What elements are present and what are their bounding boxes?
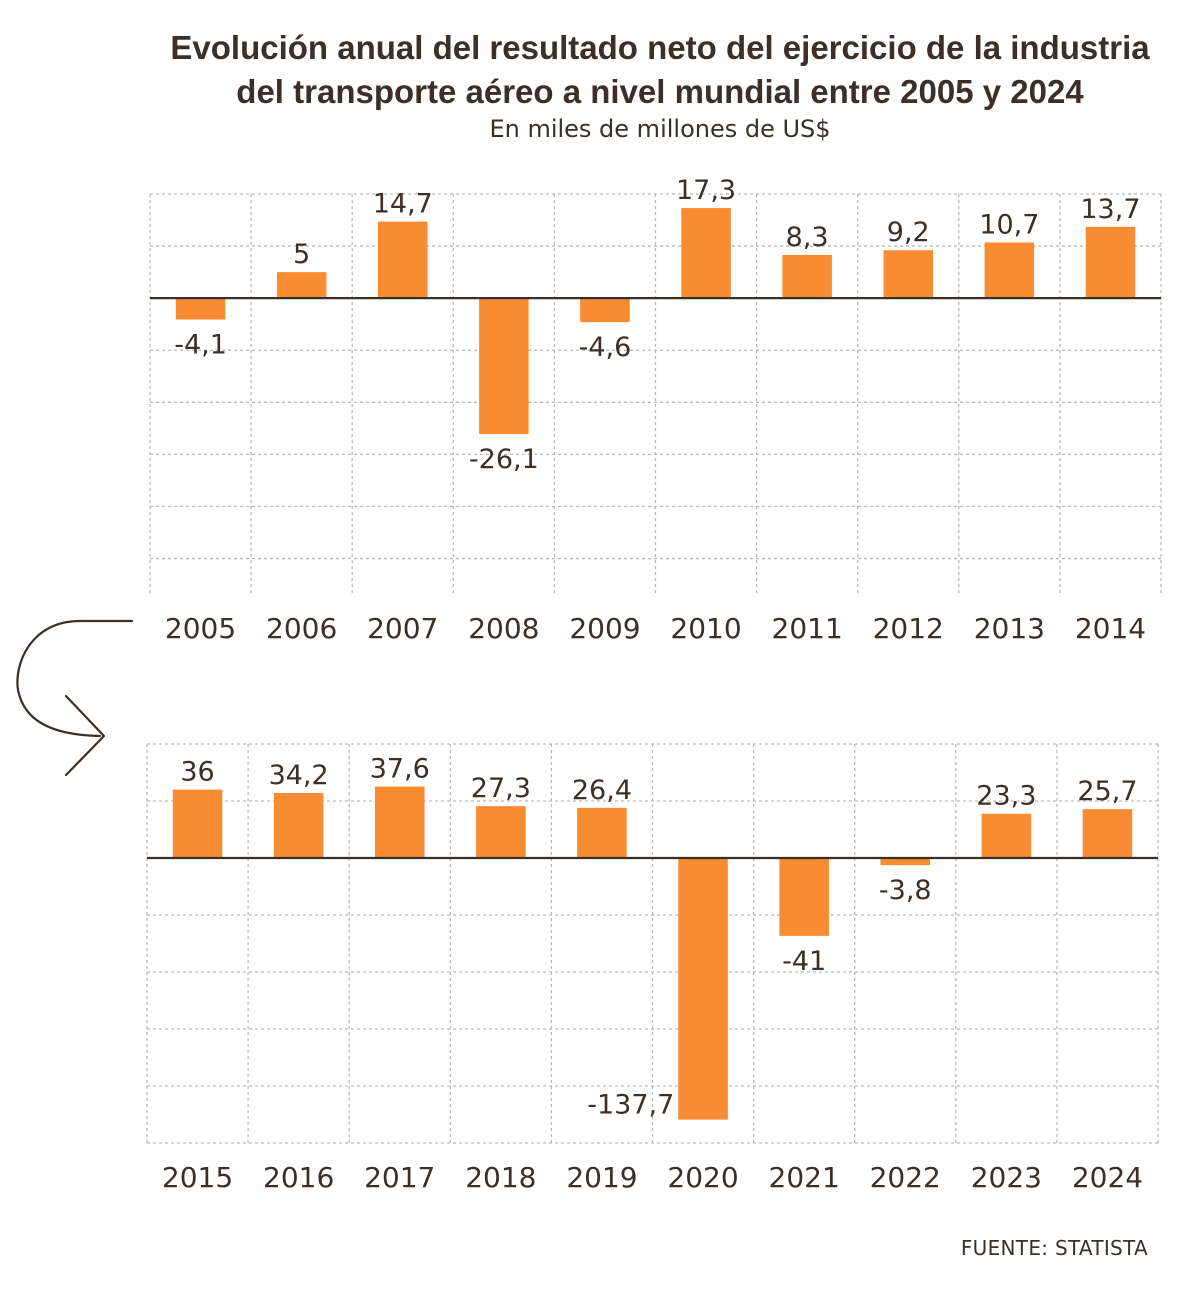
bar-2012 [883, 250, 934, 299]
data-label-2008: -26,1 [469, 444, 539, 475]
chart-title-line-2: del transporte aéreo a nivel mundial ent… [236, 73, 1084, 110]
bar-2009 [580, 298, 630, 323]
bar-2006 [276, 272, 327, 299]
data-label-2022: -3,8 [879, 875, 932, 906]
bar-2015 [172, 789, 223, 858]
data-label-2005: -4,1 [174, 330, 227, 361]
data-label-2015: 36 [180, 757, 214, 788]
data-label-2019: 26,4 [572, 775, 632, 806]
bar-2005 [175, 298, 226, 320]
bar-2017 [374, 786, 425, 858]
source-note: FUENTE: STATISTA [960, 1236, 1148, 1260]
data-label-2020: -137,7 [587, 1090, 674, 1121]
data-label-2011: 8,3 [786, 222, 829, 253]
x-tick-label-2005: 2005 [165, 612, 236, 645]
bar-2024 [1082, 809, 1133, 858]
bar-2013 [984, 242, 1035, 299]
x-tick-label-2006: 2006 [266, 612, 337, 645]
bar-2019 [577, 807, 627, 858]
data-label-2024: 25,7 [1077, 776, 1137, 807]
bar-2018 [476, 806, 526, 858]
x-tick-label-2018: 2018 [465, 1161, 536, 1194]
continuation-arrow-head [64, 694, 106, 777]
data-label-2012: 9,2 [887, 217, 930, 248]
chart-title-line-1: Evolución anual del resultado neto del e… [170, 29, 1150, 66]
data-label-2010: 17,3 [676, 175, 736, 206]
x-tick-label-2016: 2016 [263, 1161, 334, 1194]
data-label-2013: 10,7 [979, 209, 1039, 240]
data-label-2023: 23,3 [976, 781, 1036, 812]
data-label-2009: -4,6 [579, 332, 632, 363]
x-tick-label-2022: 2022 [870, 1161, 941, 1194]
data-label-2017: 37,6 [370, 754, 430, 785]
data-label-2006: 5 [293, 239, 310, 270]
x-tick-label-2024: 2024 [1072, 1161, 1143, 1194]
x-tick-label-2017: 2017 [364, 1161, 435, 1194]
x-tick-label-2009: 2009 [569, 612, 640, 645]
x-tick-label-2013: 2013 [974, 612, 1045, 645]
data-label-2007: 14,7 [373, 189, 433, 220]
bar-2023 [981, 813, 1032, 858]
bar-2011 [782, 254, 832, 299]
x-tick-label-2011: 2011 [772, 612, 843, 645]
x-tick-label-2008: 2008 [468, 612, 539, 645]
data-label-2014: 13,7 [1080, 194, 1140, 225]
bar-2008 [479, 298, 529, 435]
bar-2010 [681, 208, 731, 299]
data-label-2018: 27,3 [471, 773, 531, 804]
bar-2022 [880, 858, 931, 866]
continuation-arrow [16, 619, 134, 738]
chart-title: Evolución anual del resultado neto del e… [140, 26, 1180, 114]
chart-subtitle: En miles de millones de US$ [489, 115, 831, 143]
data-label-2016: 34,2 [269, 760, 329, 791]
bar-2014 [1085, 226, 1136, 299]
x-tick-label-2020: 2020 [667, 1161, 738, 1194]
bar-2007 [377, 221, 428, 299]
data-label-2021: -41 [782, 946, 826, 977]
bar-2020 [678, 858, 728, 1120]
bar-2021 [779, 858, 829, 936]
x-tick-label-2010: 2010 [670, 612, 741, 645]
x-tick-label-2023: 2023 [971, 1161, 1042, 1194]
x-tick-label-2019: 2019 [566, 1161, 637, 1194]
x-tick-label-2014: 2014 [1075, 612, 1146, 645]
x-tick-label-2015: 2015 [162, 1161, 233, 1194]
bar-2016 [273, 793, 324, 858]
x-tick-label-2021: 2021 [769, 1161, 840, 1194]
x-tick-label-2007: 2007 [367, 612, 438, 645]
x-tick-label-2012: 2012 [873, 612, 944, 645]
